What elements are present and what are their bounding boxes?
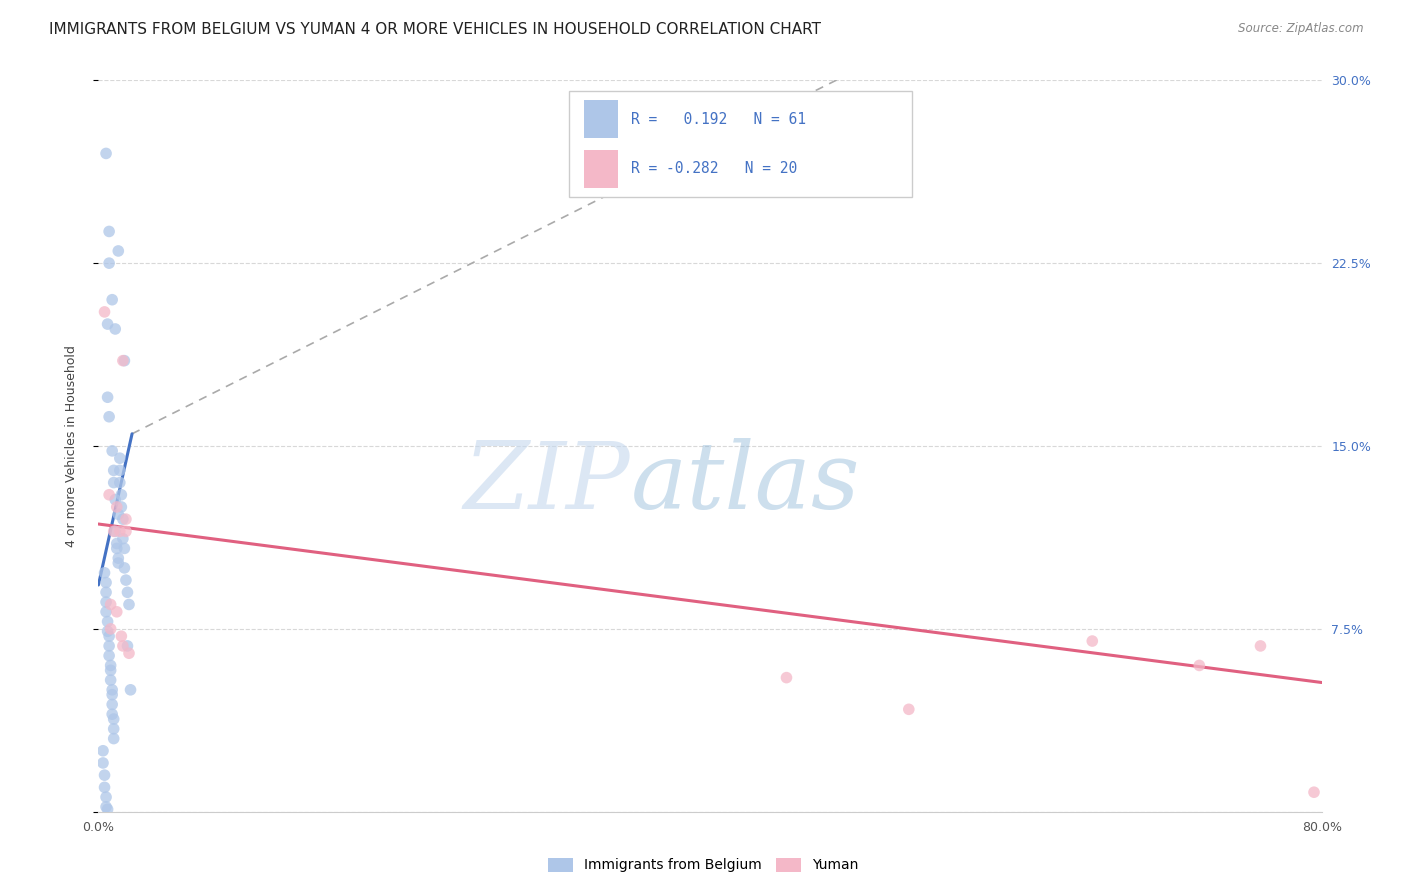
Point [100, 673, 122, 687]
Point [97, 802, 120, 816]
Point [94, 800, 117, 814]
Text: IMMIGRANTS FROM BELGIUM VS YUMAN 4 OR MORE VEHICLES IN HOUSEHOLD CORRELATION CHA: IMMIGRANTS FROM BELGIUM VS YUMAN 4 OR MO… [49, 22, 821, 37]
Point [111, 353, 134, 368]
Point [115, 512, 138, 526]
Point [1188, 658, 1211, 673]
Point [91, 756, 114, 770]
Point [107, 551, 129, 566]
Point [108, 524, 131, 539]
Point [110, 500, 132, 514]
Point [112, 353, 135, 368]
Point [101, 293, 124, 307]
Point [103, 722, 125, 736]
Point [105, 605, 128, 619]
Point [98, 224, 121, 238]
Point [1249, 639, 1271, 653]
Text: R =   0.192   N = 61: R = 0.192 N = 61 [630, 112, 806, 127]
Point [94, 575, 117, 590]
Point [97, 615, 120, 629]
Point [101, 688, 124, 702]
Point [107, 508, 129, 522]
Point [115, 524, 138, 539]
Point [107, 556, 129, 570]
Point [105, 500, 128, 514]
Point [101, 443, 124, 458]
Legend: Immigrants from Belgium, Yuman: Immigrants from Belgium, Yuman [543, 852, 863, 878]
Point [100, 622, 122, 636]
Point [104, 524, 127, 539]
Point [107, 244, 129, 258]
Point [103, 475, 125, 490]
Point [101, 698, 124, 712]
Point [98, 648, 121, 663]
Point [93, 566, 115, 580]
Point [118, 646, 141, 660]
Point [1081, 634, 1104, 648]
Point [118, 598, 141, 612]
Point [120, 682, 142, 697]
Point [112, 561, 135, 575]
FancyBboxPatch shape [569, 91, 912, 197]
Point [897, 702, 920, 716]
Point [1303, 785, 1326, 799]
Point [111, 639, 134, 653]
Point [101, 682, 124, 697]
Point [103, 712, 125, 726]
Point [115, 573, 138, 587]
Point [108, 475, 131, 490]
Text: Source: ZipAtlas.com: Source: ZipAtlas.com [1239, 22, 1364, 36]
Point [97, 624, 120, 639]
Point [103, 463, 125, 477]
Point [103, 524, 125, 539]
Point [98, 488, 121, 502]
Point [93, 780, 115, 795]
Point [94, 605, 117, 619]
Point [94, 790, 117, 805]
Point [775, 671, 797, 685]
Point [112, 541, 135, 556]
Point [93, 305, 115, 319]
Point [111, 532, 134, 546]
Point [94, 585, 117, 599]
Bar [583, 150, 619, 188]
Point [91, 744, 114, 758]
Point [98, 639, 121, 653]
Point [100, 663, 122, 677]
Point [110, 488, 132, 502]
Y-axis label: 4 or more Vehicles in Household: 4 or more Vehicles in Household [65, 345, 77, 547]
Point [98, 256, 121, 270]
Point [117, 639, 139, 653]
Point [100, 658, 122, 673]
Point [111, 512, 134, 526]
Point [110, 629, 132, 643]
Point [104, 322, 127, 336]
Point [108, 451, 131, 466]
Point [103, 731, 125, 746]
Bar [583, 100, 619, 138]
Point [94, 146, 117, 161]
Text: ZIP: ZIP [464, 438, 630, 527]
Point [98, 409, 121, 424]
Point [117, 585, 139, 599]
Point [98, 629, 121, 643]
Point [105, 536, 128, 550]
Point [101, 707, 124, 722]
Text: R = -0.282   N = 20: R = -0.282 N = 20 [630, 161, 797, 177]
Point [104, 492, 127, 507]
Text: atlas: atlas [630, 438, 860, 527]
Point [108, 463, 131, 477]
Point [105, 541, 128, 556]
Point [97, 390, 120, 404]
Point [94, 595, 117, 609]
Point [100, 598, 122, 612]
Point [93, 768, 115, 782]
Point [97, 317, 120, 331]
